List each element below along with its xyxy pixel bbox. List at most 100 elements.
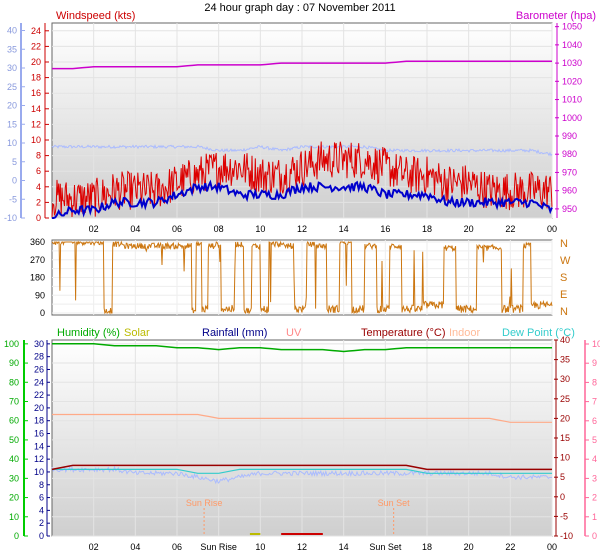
axis-tick-label: 5 (12, 157, 17, 167)
wind-x-axis: 02 04 06 08 10 12 14 16 18 20 22 00 (89, 224, 557, 234)
axis-tick-label: 28 (34, 352, 44, 362)
humidity-panel-grid (52, 340, 553, 537)
sun-rise-marker-label: Sun Rise (186, 498, 223, 508)
axis-tick-label: 1 (592, 512, 597, 522)
uv-axis: 0 1 2 3 4 5 6 7 8 9 10 (584, 339, 600, 541)
axis-tick-label: 18 (31, 73, 41, 83)
axis-tick-label: 20 (560, 413, 570, 423)
wind-panel-series (51, 60, 553, 219)
axis-tick-label: 14 (34, 441, 44, 451)
average-wind-line (52, 179, 553, 219)
axis-tick-label: 0 (592, 531, 597, 541)
x-tick-label: 22 (505, 542, 515, 552)
axis-tick-label: 50 (9, 435, 19, 445)
axis-tick-label: -5 (9, 194, 17, 204)
x-tick-label: 02 (89, 224, 99, 234)
axis-tick-label: 30 (9, 473, 19, 483)
axis-tick-label: 24 (34, 377, 44, 387)
apparent-line (51, 465, 553, 485)
axis-tick-label: 2 (592, 493, 597, 503)
axis-tick-label: 0 (39, 531, 44, 541)
axis-tick-label: 2 (39, 518, 44, 528)
temperature-line (51, 464, 552, 471)
solar-label: Solar (124, 327, 150, 339)
dewpoint-label: Dew Point (°C) (502, 327, 575, 339)
humidity-line (52, 343, 552, 353)
axis-tick-label: 10 (560, 453, 570, 463)
axis-tick-label: 16 (31, 88, 41, 98)
x-tick-label: 04 (130, 542, 140, 552)
axis-tick-label: 35 (7, 44, 17, 54)
axis-tick-label: 90 (35, 290, 45, 300)
axis-tick-label: 5 (592, 435, 597, 445)
rainfall-label: Rainfall (mm) (202, 327, 267, 339)
axis-tick-label: 25 (560, 394, 570, 404)
axis-tick-label: 100 (4, 339, 19, 349)
indoor-line (52, 413, 552, 423)
axis-tick-label: 0 (14, 531, 19, 541)
axis-tick-label: 15 (7, 119, 17, 129)
temperature-label: Temperature (°C) (361, 327, 445, 339)
left-scale-line (51, 144, 553, 157)
axis-tick-label: 270 (30, 255, 45, 265)
axis-tick-label: 980 (562, 149, 577, 159)
axis-tick-label: 30 (7, 63, 17, 73)
axis-tick-label: 950 (562, 204, 577, 214)
axis-tick-label: 5 (560, 472, 565, 482)
x-tick-label: 04 (130, 224, 140, 234)
x-tick-label: 06 (172, 542, 182, 552)
x-tick-label: 00 (547, 542, 557, 552)
dewpoint-line (52, 468, 552, 474)
axis-tick-label: 20 (34, 403, 44, 413)
axis-tick-label: 90 (9, 358, 19, 368)
axis-tick-label: 3 (592, 473, 597, 483)
axis-tick-label: 16 (34, 429, 44, 439)
axis-tick-label: 1050 (562, 22, 582, 32)
x-tick-label: 10 (255, 542, 265, 552)
windspeed-line (51, 141, 553, 218)
axis-tick-label: 970 (562, 167, 577, 177)
axis-tick-label: 4 (39, 505, 44, 515)
x-tick-label: 20 (464, 224, 474, 234)
wind-direction-line (51, 240, 553, 315)
axis-tick-label: 22 (34, 390, 44, 400)
x-tick-label: 10 (255, 224, 265, 234)
axis-tick-label: 9 (592, 358, 597, 368)
axis-tick-label: 6 (39, 493, 44, 503)
axis-tick-label: 1040 (562, 40, 582, 50)
axis-tick-label: 22 (31, 41, 41, 51)
axis-tick-label: 26 (34, 364, 44, 374)
axis-tick-label: -10 (4, 213, 17, 223)
barometer-label: Barometer (hpa) (516, 10, 596, 22)
wind-panel-grid (52, 23, 553, 219)
compass-label: S (560, 272, 567, 284)
axis-tick-label: 6 (592, 416, 597, 426)
axis-tick-label: 14 (31, 104, 41, 114)
temperature-axis: -10 -5 0 5 10 15 20 25 30 35 40 (554, 335, 573, 541)
axis-tick-label: 7 (592, 397, 597, 407)
axis-tick-label: 15 (560, 433, 570, 443)
axis-tick-label: 1010 (562, 95, 582, 105)
uv-label: UV (286, 327, 302, 339)
humidity-axis: 0 10 20 30 40 50 60 70 80 90 100 (4, 339, 28, 541)
axis-tick-label: 4 (36, 182, 41, 192)
x-tick-label: 22 (505, 224, 515, 234)
axis-tick-label: 8 (39, 480, 44, 490)
axis-tick-label: 35 (560, 355, 570, 365)
axis-tick-label: 40 (9, 454, 19, 464)
humidity-panel-labels: Humidity (%) Solar Rainfall (mm) UV Temp… (57, 327, 575, 339)
axis-tick-label: 1030 (562, 58, 582, 68)
x-tick-label: 20 (464, 542, 474, 552)
x-tick-label: Sun Set (369, 542, 402, 552)
x-tick-label: 00 (547, 224, 557, 234)
axis-tick-label: 20 (7, 101, 17, 111)
x-tick-label: 18 (422, 542, 432, 552)
barometer-axis: 950 960 970 980 990 1000 1010 1020 1030 1040 1050 (555, 22, 582, 218)
x-tick-label: 02 (89, 542, 99, 552)
axis-tick-label: 960 (562, 186, 577, 196)
axis-tick-label: 2 (36, 197, 41, 207)
left-blue-axis: -10 -5 0 5 10 15 20 25 30 35 40 (4, 23, 25, 223)
